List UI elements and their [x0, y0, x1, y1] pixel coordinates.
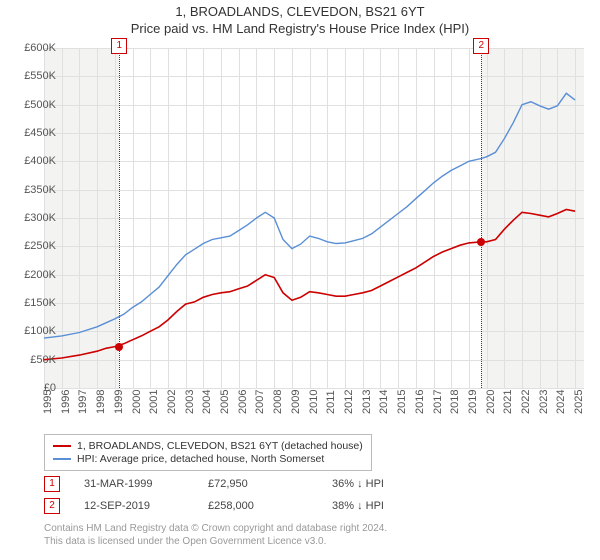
y-tick-label: £500K — [16, 99, 56, 111]
sale-row: 1 31-MAR-1999 £72,950 36% ↓ HPI — [44, 476, 432, 492]
marker-box: 2 — [473, 38, 489, 54]
legend-label: 1, BROADLANDS, CLEVEDON, BS21 6YT (detac… — [77, 440, 363, 452]
sale-date: 31-MAR-1999 — [84, 478, 184, 490]
copyright-line1: Contains HM Land Registry data © Crown c… — [44, 522, 387, 535]
sale-point — [115, 343, 123, 351]
x-tick-label: 2006 — [237, 390, 249, 414]
sale-marker-icon: 2 — [44, 498, 60, 514]
x-axis-labels: 1995 1996 1997 1998 1999 2000 2001 2002 2003 2004… — [44, 390, 584, 430]
x-tick-label: 2014 — [378, 390, 390, 414]
x-tick-label: 2021 — [502, 390, 514, 414]
x-tick-label: 2009 — [290, 390, 302, 414]
x-tick-label: 1997 — [77, 390, 89, 414]
x-tick-label: 2020 — [485, 390, 497, 414]
x-tick-label: 2017 — [432, 390, 444, 414]
x-tick-label: 2022 — [520, 390, 532, 414]
legend-swatch — [53, 445, 71, 447]
x-tick-label: 2013 — [361, 390, 373, 414]
sale-details-table: 1 31-MAR-1999 £72,950 36% ↓ HPI 2 12-SEP-2019… — [44, 476, 432, 520]
x-tick-label: 2024 — [555, 390, 567, 414]
chart-legend: 1, BROADLANDS, CLEVEDON, BS21 6YT (detac… — [44, 434, 372, 471]
sale-hpi-diff: 36% ↓ HPI — [332, 478, 432, 490]
x-tick-label: 2010 — [308, 390, 320, 414]
title-line1: 1, BROADLANDS, CLEVEDON, BS21 6YT — [0, 4, 600, 19]
series-line — [44, 93, 575, 338]
sale-price: £258,000 — [208, 500, 308, 512]
x-tick-label: 2003 — [184, 390, 196, 414]
copyright-line2: This data is licensed under the Open Gov… — [44, 535, 387, 548]
title-line2: Price paid vs. HM Land Registry's House … — [0, 21, 600, 36]
copyright-notice: Contains HM Land Registry data © Crown c… — [44, 522, 387, 548]
series-line — [44, 210, 575, 360]
sale-price: £72,950 — [208, 478, 308, 490]
x-tick-label: 2012 — [343, 390, 355, 414]
sale-row: 2 12-SEP-2019 £258,000 38% ↓ HPI — [44, 498, 432, 514]
marker-box: 1 — [111, 38, 127, 54]
y-tick-label: £600K — [16, 42, 56, 54]
y-tick-label: £450K — [16, 127, 56, 139]
x-tick-label: 2004 — [201, 390, 213, 414]
x-tick-label: 2002 — [166, 390, 178, 414]
y-tick-label: £150K — [16, 297, 56, 309]
y-tick-label: £350K — [16, 184, 56, 196]
y-tick-label: £250K — [16, 240, 56, 252]
y-tick-label: £100K — [16, 325, 56, 337]
x-tick-label: 2005 — [219, 390, 231, 414]
y-tick-label: £300K — [16, 212, 56, 224]
x-tick-label: 2018 — [449, 390, 461, 414]
x-tick-label: 2023 — [538, 390, 550, 414]
sale-marker-icon: 1 — [44, 476, 60, 492]
x-tick-label: 1996 — [60, 390, 72, 414]
x-tick-label: 2000 — [131, 390, 143, 414]
x-tick-label: 2019 — [467, 390, 479, 414]
chart-lines — [44, 48, 584, 388]
x-tick-label: 2016 — [414, 390, 426, 414]
legend-row: HPI: Average price, detached house, Nort… — [53, 453, 363, 465]
x-tick-label: 2007 — [254, 390, 266, 414]
y-tick-label: £200K — [16, 269, 56, 281]
legend-swatch — [53, 458, 71, 460]
sale-date: 12-SEP-2019 — [84, 500, 184, 512]
y-tick-label: £550K — [16, 70, 56, 82]
x-tick-label: 2011 — [325, 390, 337, 414]
x-tick-label: 1999 — [113, 390, 125, 414]
x-tick-label: 2008 — [272, 390, 284, 414]
x-tick-label: 1998 — [95, 390, 107, 414]
y-tick-label: £50K — [16, 354, 56, 366]
sale-point — [477, 238, 485, 246]
chart-plot-area: 12 — [44, 48, 584, 388]
legend-label: HPI: Average price, detached house, Nort… — [77, 453, 324, 465]
sale-hpi-diff: 38% ↓ HPI — [332, 500, 432, 512]
x-tick-label: 2025 — [573, 390, 585, 414]
x-tick-label: 1995 — [42, 390, 54, 414]
x-tick-label: 2015 — [396, 390, 408, 414]
chart-title-block: 1, BROADLANDS, CLEVEDON, BS21 6YT Price … — [0, 0, 600, 36]
x-tick-label: 2001 — [148, 390, 160, 414]
legend-row: 1, BROADLANDS, CLEVEDON, BS21 6YT (detac… — [53, 440, 363, 452]
y-tick-label: £400K — [16, 155, 56, 167]
